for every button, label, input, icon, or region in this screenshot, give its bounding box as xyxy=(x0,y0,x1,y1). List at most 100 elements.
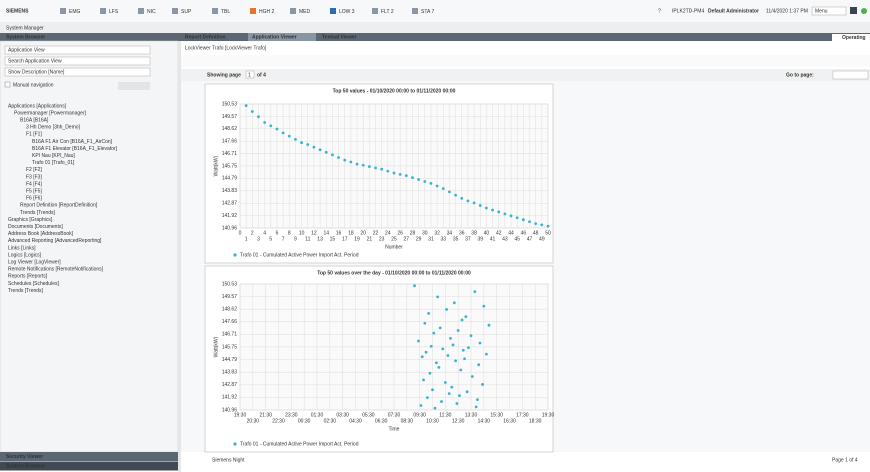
point xyxy=(294,137,297,141)
point xyxy=(509,214,513,218)
legend-label: Trafo 01 - Cumulated Active Power Import… xyxy=(240,441,359,447)
x-tick-label: 31 xyxy=(428,236,434,242)
user: Default Administrator xyxy=(708,8,759,14)
tree-item[interactable]: B16A [B16A] xyxy=(20,118,49,124)
tree-item[interactable]: F1 [F1] xyxy=(26,132,42,138)
menu-icon xyxy=(290,8,296,14)
tree-item[interactable]: Documents [Documents] xyxy=(8,224,63,230)
menu-item[interactable]: LFS xyxy=(109,9,119,15)
tree-item[interactable]: Advanced Reporting [AdvancedReporting] xyxy=(8,238,102,244)
tab[interactable]: Application Viewer xyxy=(252,34,297,40)
tree-item[interactable]: F2 [F2] xyxy=(26,167,42,173)
breadcrumb: LockViewer Trafo [LockViewer Trafo] xyxy=(185,45,267,51)
point xyxy=(428,371,432,375)
page[interactable]: 1 xyxy=(248,72,251,78)
tree-item[interactable]: Links [Links] xyxy=(8,245,36,251)
menu-item[interactable]: HGH 2 xyxy=(259,9,275,15)
y-tick-label: 140.96 xyxy=(222,225,238,231)
tree-item[interactable]: B16A F1 Air Con [B16A_F1_AirCon] xyxy=(32,139,113,145)
help[interactable]: ? xyxy=(658,8,661,14)
menu-item[interactable]: NIC xyxy=(147,9,156,15)
tree-item[interactable]: Logics [Logics] xyxy=(8,252,42,258)
tree-item[interactable]: Schedules [Schedules] xyxy=(8,281,59,287)
page-box[interactable] xyxy=(245,70,255,79)
menu-item[interactable]: EMG xyxy=(69,9,81,15)
menu-box[interactable] xyxy=(811,6,847,16)
tree-item[interactable]: F4 [F4] xyxy=(26,181,42,187)
tree-item[interactable]: Trafo 01 [Trafo_01] xyxy=(32,160,75,166)
point xyxy=(546,224,550,228)
point xyxy=(413,284,416,288)
tree-item[interactable]: Reports [Reports] xyxy=(8,274,48,280)
menu-button[interactable]: Menu xyxy=(815,8,828,14)
checkbox[interactable] xyxy=(4,81,11,88)
menu-item[interactable]: TBL xyxy=(221,9,230,15)
goto-box[interactable] xyxy=(832,70,869,80)
point xyxy=(244,104,248,108)
x-tick-label: 19 xyxy=(354,236,360,242)
tree-item[interactable]: Graphics [Graphics] xyxy=(8,217,53,223)
tree-item[interactable]: F6 [F6] xyxy=(26,196,42,202)
tree-item[interactable]: Address Book [AddressBook] xyxy=(8,231,74,237)
point xyxy=(465,390,469,394)
point xyxy=(355,162,359,166)
bottom-tab[interactable]: System Browser xyxy=(6,463,45,469)
menu-item[interactable]: LOW 3 xyxy=(339,9,355,15)
x-tick-label: 43 xyxy=(502,236,508,242)
tree-item[interactable]: F3 [F3] xyxy=(26,174,42,180)
tree-item[interactable]: Report Definition [ReportDefinition] xyxy=(20,203,98,209)
bottom-tab[interactable]: Security Viewer xyxy=(6,454,43,460)
point xyxy=(491,208,494,212)
tree-item[interactable]: F5 [F5] xyxy=(26,189,42,195)
point xyxy=(432,331,436,335)
point xyxy=(424,350,428,354)
y-tick-label: 142.87 xyxy=(222,382,238,388)
point xyxy=(250,110,254,113)
tree-item[interactable]: Trends [Trends] xyxy=(8,288,44,294)
x-tick-label: 7 xyxy=(282,236,285,242)
point xyxy=(472,201,476,205)
x-tick-label: 34 xyxy=(447,230,453,236)
tab[interactable]: Report Definition xyxy=(185,34,226,40)
x-tick-label: 18 xyxy=(348,230,354,236)
app-title: System Manager xyxy=(6,25,44,31)
menu-item[interactable]: MED xyxy=(299,9,311,15)
x-tick-label: 42 xyxy=(496,230,502,236)
x-tick-label: 21 xyxy=(367,236,373,242)
x-tick-label: 14 xyxy=(323,230,329,236)
tree-item[interactable]: Remote Notifications [RemoteNotification… xyxy=(8,267,104,273)
x-tick-label: 4 xyxy=(263,230,266,236)
point xyxy=(425,396,429,400)
view-select[interactable] xyxy=(4,45,151,55)
point xyxy=(540,223,544,227)
nav-button[interactable] xyxy=(118,82,150,90)
x-tick-label: 19:30 xyxy=(234,412,247,418)
tree-item[interactable]: Powermanager [Powermanager] xyxy=(14,110,87,116)
y-tick-label: 150.53 xyxy=(222,281,238,287)
point xyxy=(392,171,396,175)
menu-icon xyxy=(412,8,418,14)
menu-item[interactable]: STA 7 xyxy=(421,9,434,15)
point xyxy=(454,193,457,197)
x-tick-label: 0 xyxy=(239,230,242,236)
point xyxy=(318,148,322,152)
x-tick-label: 36 xyxy=(459,230,465,236)
tab[interactable]: Textual Viewer xyxy=(322,34,357,40)
tree-item[interactable]: 3 Hh Demo [3hh_Demo] xyxy=(26,125,81,131)
x-tick-label: 30 xyxy=(422,230,428,236)
goto: Go to page: xyxy=(786,72,814,78)
tree-item[interactable]: B16A F1 Elevator [B16A_F1_Elevator] xyxy=(32,146,118,152)
search[interactable] xyxy=(4,56,151,66)
menu-item[interactable]: FLT 2 xyxy=(381,9,394,15)
x-tick-label: 5 xyxy=(269,236,272,242)
tree-item[interactable]: Applications [Applications] xyxy=(8,103,67,109)
tree-item[interactable]: Log Viewer [LogViewer] xyxy=(8,260,61,266)
x-tick-label: 01:30 xyxy=(311,412,324,418)
menu-item[interactable]: SUP xyxy=(181,9,192,15)
pager-row xyxy=(181,69,870,81)
tree-item[interactable]: KPI Nau [KPI_Nau] xyxy=(32,153,75,159)
manual-nav: Manual navigation xyxy=(13,82,54,88)
tree-item[interactable]: Trends [Trends] xyxy=(20,210,56,216)
desc-select[interactable] xyxy=(4,67,151,77)
